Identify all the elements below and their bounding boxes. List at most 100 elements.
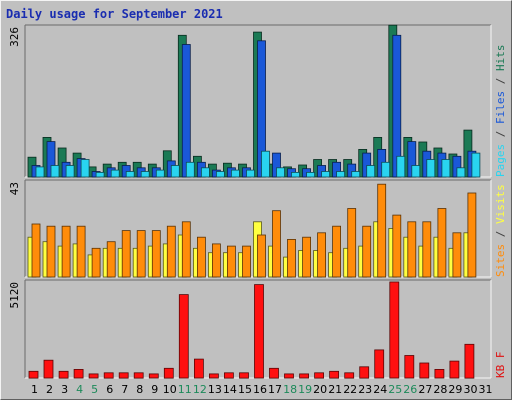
- bar-pages-day-20: [321, 171, 331, 178]
- x-tick-label-day-25: 25: [388, 383, 402, 396]
- x-tick-label-day-17: 17: [268, 383, 282, 396]
- legend-entry: Visits: [494, 184, 507, 224]
- bar-pages-day-28: [441, 159, 451, 178]
- x-tick-label-day-1: 1: [31, 383, 38, 396]
- bar-pages-day-19: [306, 171, 316, 178]
- bar-pages-day-18: [291, 171, 300, 178]
- x-tick-label-day-12: 12: [193, 383, 207, 396]
- bar-sites-day-26: [407, 221, 417, 278]
- bar-kb-f-day-29: [449, 360, 460, 379]
- bar-pages-day-6: [110, 169, 120, 178]
- bar-kb-f-day-25: [389, 281, 400, 379]
- x-tick-label-day-31: 31: [479, 383, 493, 396]
- x-tick-label-day-5: 5: [91, 383, 98, 396]
- bar-pages-day-12: [200, 167, 210, 178]
- bar-pages-day-25: [396, 155, 406, 178]
- bar-pages-day-5: [95, 171, 105, 178]
- bar-sites-day-23: [362, 225, 372, 278]
- y-max-label: 5120: [8, 282, 21, 309]
- legend-entry: Files: [494, 91, 507, 124]
- bar-sites-day-20: [317, 232, 327, 278]
- bar-sites-day-24: [377, 183, 387, 278]
- bar-sites-day-9: [151, 230, 161, 278]
- bar-kb-f-day-4: [73, 368, 84, 379]
- bar-sites-day-27: [422, 221, 432, 278]
- bar-kb-f-day-5: [88, 373, 99, 379]
- bar-pages-day-27: [426, 159, 436, 178]
- bar-pages-day-22: [351, 171, 361, 178]
- bar-pages-day-13: [215, 171, 225, 178]
- bar-pages-day-8: [140, 171, 150, 178]
- legend-entry: /: [494, 71, 507, 91]
- bar-kb-f-day-7: [118, 372, 129, 379]
- bar-pages-day-23: [366, 165, 376, 178]
- x-tick-label-day-3: 3: [61, 383, 68, 396]
- bar-pages-day-29: [456, 167, 466, 178]
- bar-files-day-11: [181, 44, 191, 178]
- x-tick-label-day-6: 6: [106, 383, 113, 396]
- chart-panel-2: 43 Sites / Visits: [8, 179, 507, 278]
- bar-sites-day-1: [31, 223, 41, 278]
- x-tick-label-day-11: 11: [178, 383, 192, 396]
- x-tick-label-day-13: 13: [208, 383, 222, 396]
- legend-entry: /: [494, 124, 507, 144]
- bar-kb-f-day-18: [284, 373, 294, 379]
- bar-kb-f-day-2: [43, 359, 54, 379]
- bar-sites-day-30: [467, 192, 477, 278]
- y-max-label: 326: [8, 27, 21, 47]
- bar-sites-day-25: [392, 214, 402, 278]
- bar-files-day-25: [392, 34, 402, 178]
- bar-kb-f-day-16: [254, 284, 264, 379]
- bar-kb-f-day-17: [269, 367, 279, 379]
- x-tick-label-day-18: 18: [283, 383, 297, 396]
- bar-sites-day-18: [287, 238, 296, 278]
- bar-kb-f-day-12: [193, 358, 204, 379]
- bar-sites-day-21: [332, 225, 342, 278]
- y-max-label: 43: [8, 182, 21, 195]
- x-tick-label-day-7: 7: [121, 383, 128, 396]
- x-tick-label-day-4: 4: [76, 383, 83, 396]
- chart-panel-1: 326 Pages / Files / Hits: [8, 24, 507, 178]
- bar-sites-day-5: [91, 247, 101, 278]
- x-tick-label-day-9: 9: [151, 383, 158, 396]
- bar-kb-f-day-19: [299, 373, 310, 379]
- legend: Sites / Visits: [494, 184, 507, 277]
- bar-pages-day-24: [381, 161, 391, 178]
- bar-kb-f-day-27: [419, 362, 430, 379]
- bar-sites-day-28: [437, 208, 447, 278]
- bar-kb-f-day-10: [163, 367, 174, 379]
- bar-pages-day-14: [230, 169, 240, 178]
- bar-kb-f-day-6: [103, 372, 114, 379]
- x-tick-label-day-28: 28: [433, 383, 447, 396]
- bar-sites-day-17: [272, 210, 281, 278]
- chart-panel-3: 5120 KB F: [8, 279, 507, 379]
- x-tick-label-day-27: 27: [418, 383, 432, 396]
- bar-sites-day-8: [136, 230, 146, 278]
- bar-sites-day-7: [121, 230, 131, 278]
- bar-kb-f-day-30: [464, 343, 475, 379]
- bar-kb-f-day-13: [208, 373, 219, 379]
- bar-pages-day-7: [125, 171, 135, 178]
- x-tick-label-day-23: 23: [358, 383, 372, 396]
- legend-entry: Pages: [494, 144, 507, 177]
- bar-sites-day-3: [61, 225, 71, 278]
- bar-pages-day-2: [50, 165, 60, 178]
- bar-sites-day-19: [302, 236, 312, 278]
- x-tick-label-day-14: 14: [223, 383, 237, 396]
- legend-entry: Hits: [494, 45, 507, 72]
- bar-pages-day-1: [35, 166, 45, 178]
- bar-sites-day-15: [242, 245, 251, 278]
- bar-pages-day-16: [261, 150, 270, 178]
- bar-sites-day-14: [226, 245, 236, 278]
- bar-pages-day-21: [336, 171, 346, 178]
- x-tick-label-day-19: 19: [298, 383, 312, 396]
- bar-kb-f-day-24: [374, 349, 385, 379]
- bar-pages-day-30: [471, 152, 481, 178]
- bar-kb-f-day-15: [239, 372, 249, 379]
- bar-pages-day-17: [276, 167, 285, 178]
- chart-title: Daily usage for September 2021: [6, 7, 223, 21]
- x-tick-label-day-24: 24: [373, 383, 387, 396]
- x-tick-label-day-30: 30: [464, 383, 478, 396]
- legend-entry: Sites: [494, 244, 507, 277]
- bar-kb-f-day-26: [404, 355, 415, 379]
